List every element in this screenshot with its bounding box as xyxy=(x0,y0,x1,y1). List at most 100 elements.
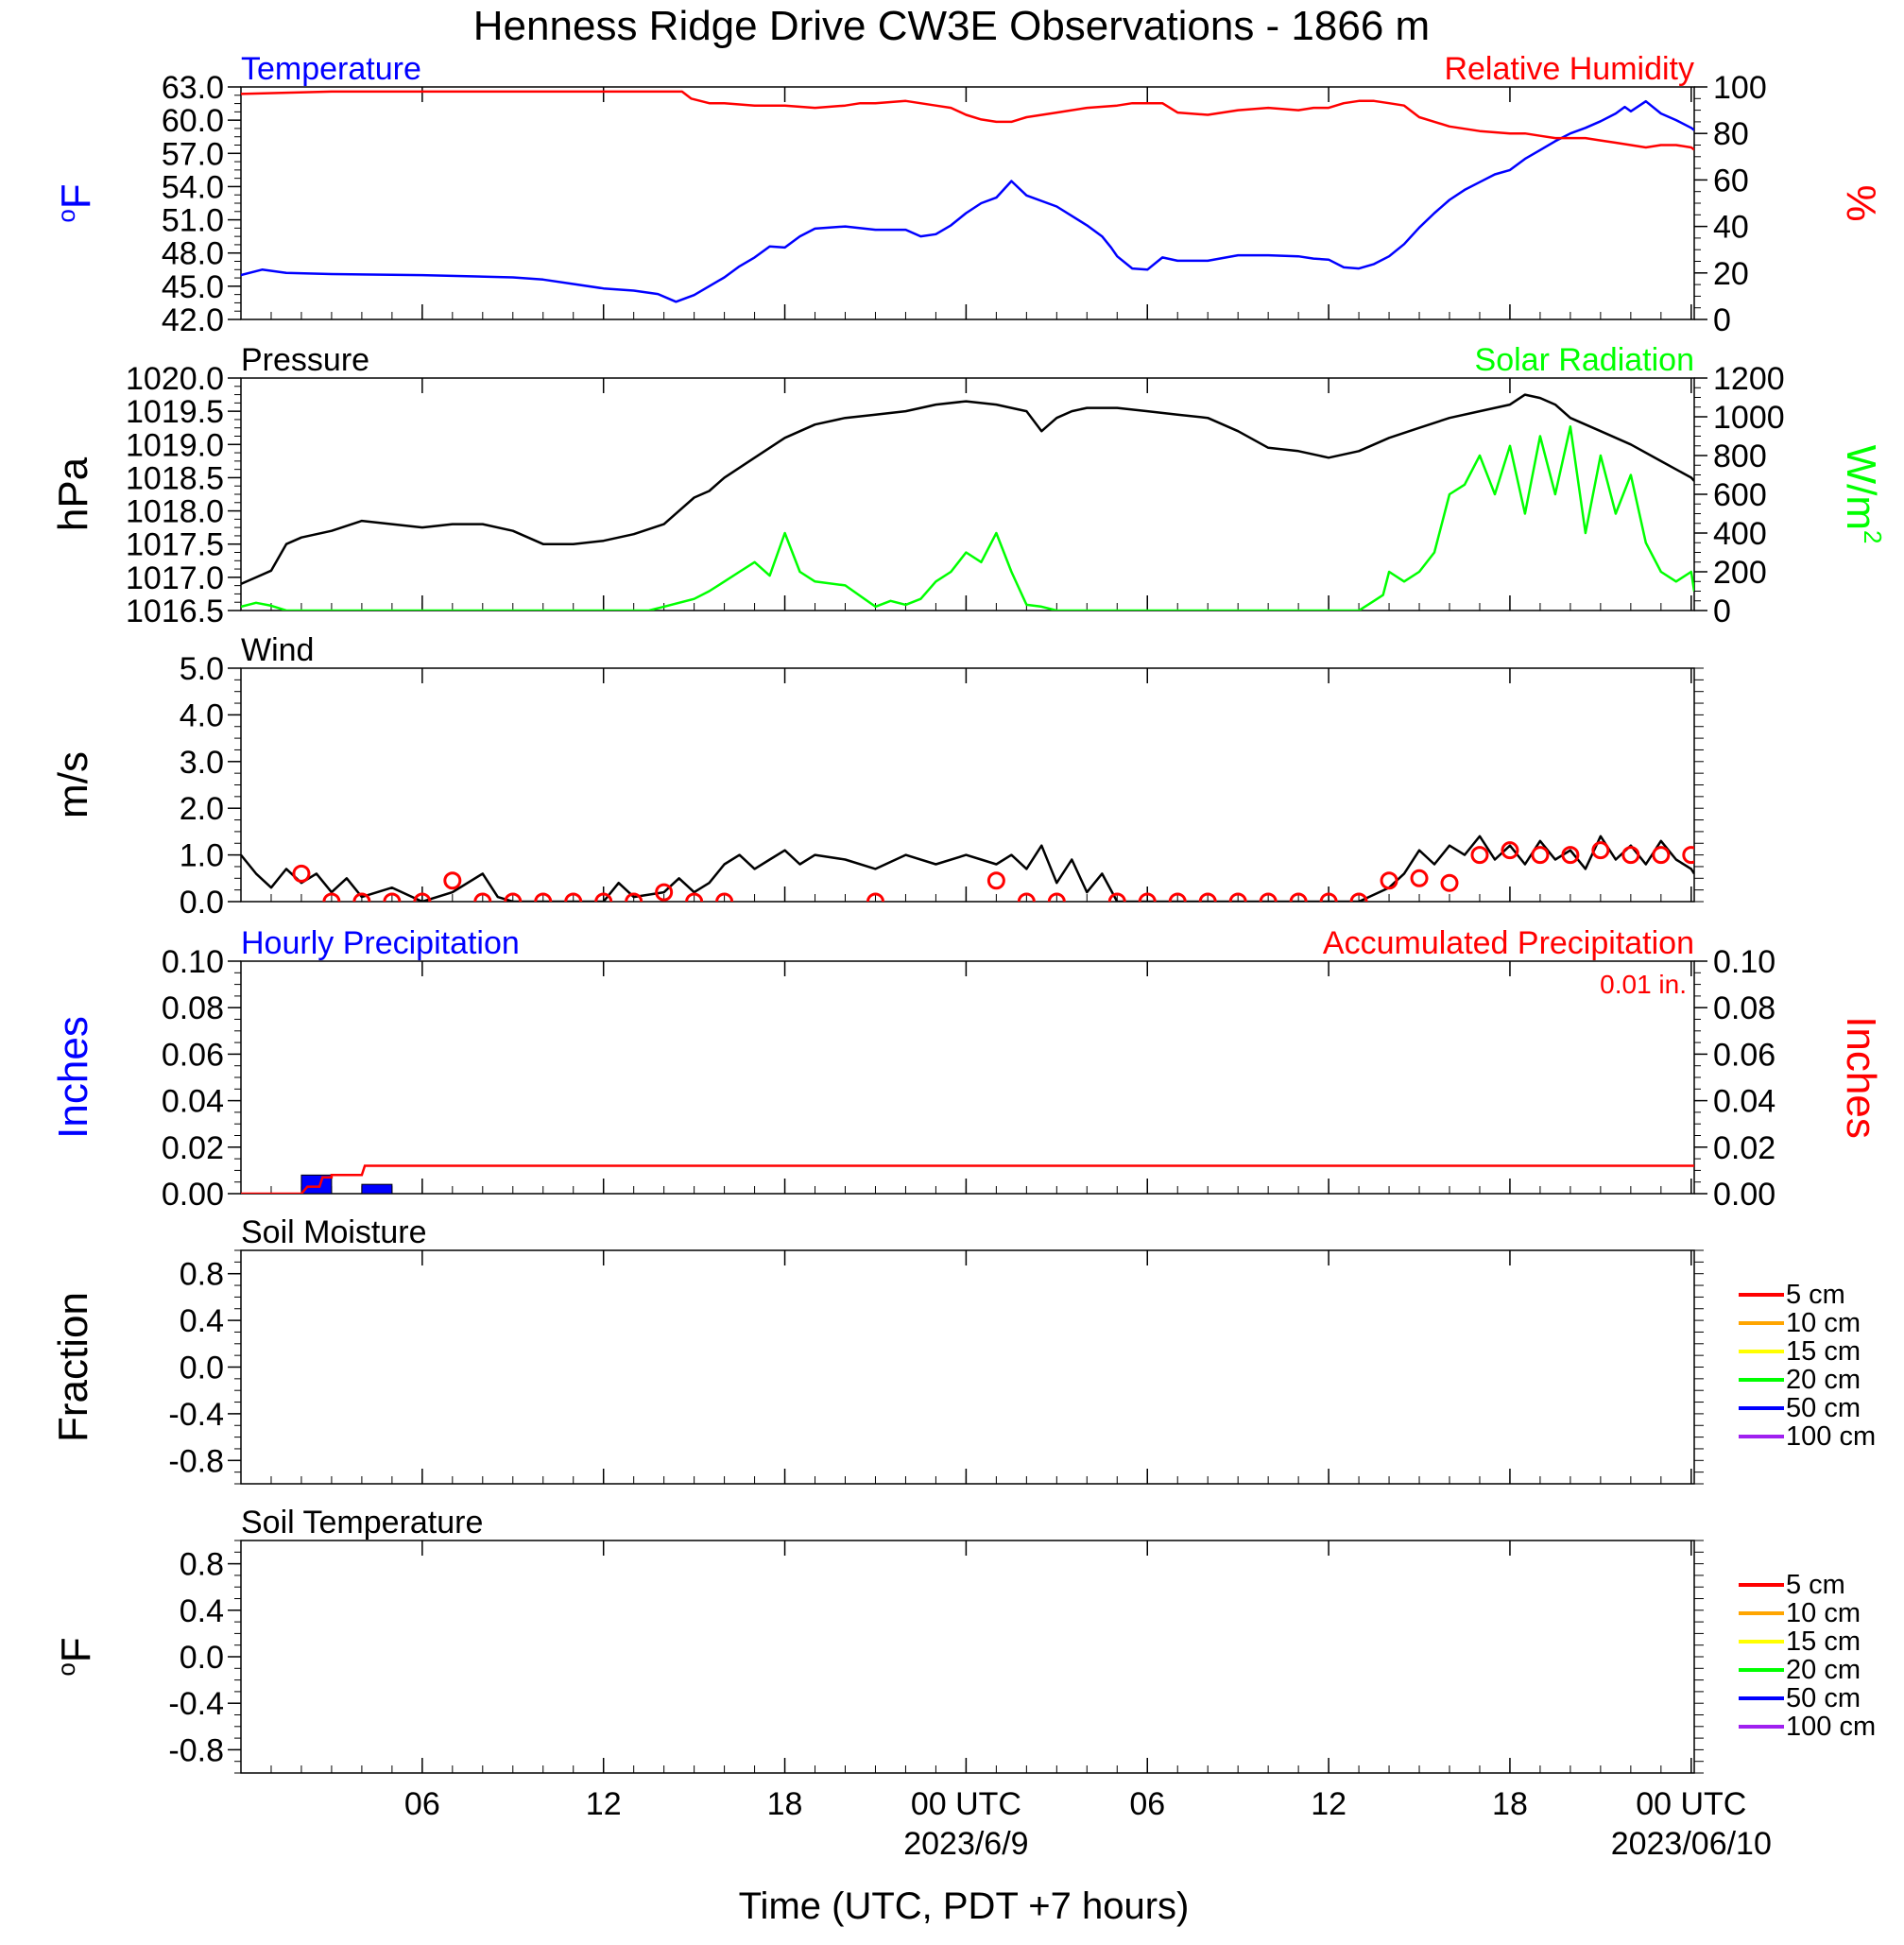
wind-marker xyxy=(504,892,523,902)
y-axis-label-right: Inches xyxy=(1838,1016,1884,1139)
y-tick-label: 42.0 xyxy=(162,302,224,338)
wind-marker xyxy=(655,883,674,902)
panel-title-right: Accumulated Precipitation xyxy=(1323,925,1694,961)
y-tick-label: 1016.5 xyxy=(126,594,224,629)
y-tick-label: 1017.5 xyxy=(126,527,224,563)
x-date-label: 2023/06/10 xyxy=(1611,1826,1772,1862)
wind-marker xyxy=(1349,892,1368,902)
panel-title-left: Hourly Precipitation xyxy=(241,925,520,961)
unit-letter: F xyxy=(53,1637,99,1662)
wind-marker xyxy=(1410,869,1429,887)
wind-marker xyxy=(1621,846,1640,865)
legend-label: 20 cm xyxy=(1786,1365,1861,1395)
y-tick-label: 1.0 xyxy=(180,838,224,874)
wind-marker xyxy=(1138,892,1157,902)
wind-marker xyxy=(383,892,402,902)
y-right-tick-label: 1000 xyxy=(1713,400,1785,436)
wind-marker xyxy=(322,892,341,902)
wind-marker xyxy=(443,871,462,890)
unit-letter: F xyxy=(53,183,99,209)
wind-marker xyxy=(1682,846,1694,865)
x-axis: 06 12 18 00 UTC 2023/6/9 06 12 18 00 UTC 2023/06/… xyxy=(404,1786,1772,1862)
y-axis-label-right: % xyxy=(1838,184,1884,221)
panel-frame xyxy=(240,1540,1695,1774)
y-tick-label: 1018.0 xyxy=(126,494,224,530)
y-tick-label: 4.0 xyxy=(180,697,224,733)
panel-data xyxy=(241,835,1694,902)
y-tick-label: 0.0 xyxy=(180,885,224,921)
y-right-tick-label: 60 xyxy=(1713,163,1749,198)
wind-marker xyxy=(1440,873,1459,892)
legend-label: 50 cm xyxy=(1786,1683,1861,1713)
accumulated-precip-line xyxy=(241,1164,1694,1194)
y-right-tick-label: 800 xyxy=(1713,439,1767,474)
wind-marker xyxy=(1198,892,1217,902)
y-tick-label: 0.08 xyxy=(162,990,224,1026)
y-tick-label: 63.0 xyxy=(162,70,224,106)
y-tick-label: 0.4 xyxy=(180,1593,224,1629)
y-tick-label: 1019.5 xyxy=(126,394,224,430)
y-right-tick-label: 0 xyxy=(1713,302,1731,338)
panel-title-left: Wind xyxy=(241,632,314,668)
wind-marker xyxy=(534,892,553,902)
accumulated-total-label: 0.01 in. xyxy=(1600,970,1687,999)
panel-wind: 5.0 4.0 3.0 2.0 1.0 0.0 Wind m/s xyxy=(50,632,1704,921)
x-tick-label: 18 xyxy=(767,1786,803,1822)
y-tick-label: 0.02 xyxy=(162,1130,224,1166)
panel-title-left: Soil Temperature xyxy=(241,1505,483,1541)
wind-marker xyxy=(564,892,583,902)
series-line-1 xyxy=(241,425,1694,611)
y-tick-label: 0.4 xyxy=(180,1303,224,1339)
wind-marker xyxy=(1380,871,1398,890)
panel-data xyxy=(241,1164,1694,1194)
x-date-label: 2023/6/9 xyxy=(903,1826,1028,1862)
unit-base: W/m xyxy=(1838,445,1884,530)
wind-marker xyxy=(1017,892,1036,902)
wind-marker xyxy=(1289,892,1308,902)
x-tick-label: 18 xyxy=(1492,1786,1528,1822)
degree-sign: o xyxy=(52,209,80,222)
wind-marker xyxy=(1259,892,1278,902)
y-right-tick-label: 0.02 xyxy=(1713,1130,1775,1166)
wind-marker xyxy=(1319,892,1338,902)
panel-data xyxy=(241,90,1694,303)
y-tick-label: 0.00 xyxy=(162,1177,224,1213)
wind-marker xyxy=(715,892,734,902)
legend-label: 100 cm xyxy=(1786,1421,1876,1452)
y-right-tick-label: 0.04 xyxy=(1713,1084,1775,1120)
series-line-1 xyxy=(241,90,1694,151)
wind-marker xyxy=(1228,892,1247,902)
y-tick-label: 0.10 xyxy=(162,944,224,980)
y-tick-label: 3.0 xyxy=(180,745,224,781)
legend-label: 5 cm xyxy=(1786,1570,1845,1600)
panel-frame xyxy=(240,960,1695,1195)
wind-marker xyxy=(1531,846,1550,865)
y-tick-label: -0.8 xyxy=(168,1443,224,1479)
x-tick-label: 12 xyxy=(1311,1786,1347,1822)
y-axis-label-left: hPa xyxy=(50,456,96,531)
y-axis-label-left: Fraction xyxy=(50,1292,96,1442)
series-line-0 xyxy=(241,835,1694,902)
wind-marker xyxy=(685,892,704,902)
x-tick-label: 00 UTC xyxy=(1636,1786,1746,1822)
chart-title: Henness Ridge Drive CW3E Observations - … xyxy=(473,3,1430,49)
legend-label: 20 cm xyxy=(1786,1655,1861,1685)
y-tick-label: 0.8 xyxy=(180,1547,224,1583)
y-right-tick-label: 0.10 xyxy=(1713,944,1775,980)
y-tick-label: 1018.5 xyxy=(126,460,224,496)
y-tick-label: -0.4 xyxy=(168,1397,224,1433)
wind-marker xyxy=(1047,892,1066,902)
x-tick-label: 00 UTC xyxy=(911,1786,1021,1822)
y-tick-label: 51.0 xyxy=(162,203,224,239)
y-right-tick-label: 0.08 xyxy=(1713,990,1775,1026)
y-tick-label: 0.06 xyxy=(162,1037,224,1073)
panel-title-right: Solar Radiation xyxy=(1475,342,1694,378)
y-tick-label: 45.0 xyxy=(162,269,224,305)
wind-marker xyxy=(1168,892,1187,902)
wind-marker xyxy=(352,892,371,902)
wind-marker xyxy=(1561,846,1580,865)
x-axis-title: Time (UTC, PDT +7 hours) xyxy=(739,1885,1190,1927)
series-line-0 xyxy=(241,99,1694,303)
